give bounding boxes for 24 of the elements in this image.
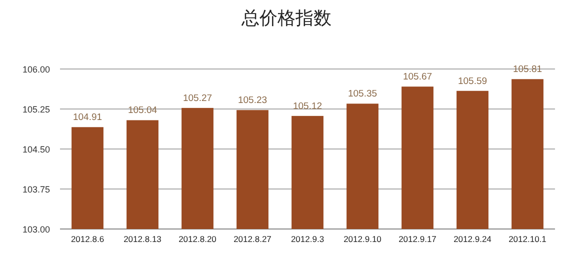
x-tick-label: 2012.9.24: [454, 234, 492, 244]
data-label: 105.81: [512, 64, 542, 76]
data-label: 105.67: [402, 72, 432, 83]
data-label: 105.23: [238, 95, 268, 106]
x-tick-label: 2012.8.6: [70, 234, 104, 244]
x-tick-label: 2012.9.3: [290, 234, 324, 244]
data-label: 105.12: [292, 100, 322, 112]
x-tick-label: 2012.9.10: [344, 234, 382, 244]
x-tick-label: 2012.8.13: [124, 234, 162, 244]
y-tick-label: 105.25: [22, 104, 50, 114]
data-label: 105.04: [128, 105, 158, 116]
y-tick-label: 104.50: [22, 144, 50, 154]
x-tick-label: 2012.9.17: [398, 234, 437, 244]
y-tick-label: 103.75: [22, 184, 50, 194]
data-label: 105.35: [348, 88, 378, 100]
x-tick-label: 2012.8.27: [234, 234, 272, 244]
data-label: 104.91: [72, 112, 102, 124]
data-label: 105.59: [458, 76, 488, 87]
x-tick-label: 2012.10.1: [508, 234, 547, 244]
x-tick-label: 2012.8.20: [178, 234, 217, 244]
y-tick-label: 106.00: [22, 64, 50, 74]
data-label: 105.27: [182, 92, 212, 104]
chart-title: 总价格指数: [240, 8, 332, 29]
y-tick-label: 103.00: [22, 224, 50, 234]
